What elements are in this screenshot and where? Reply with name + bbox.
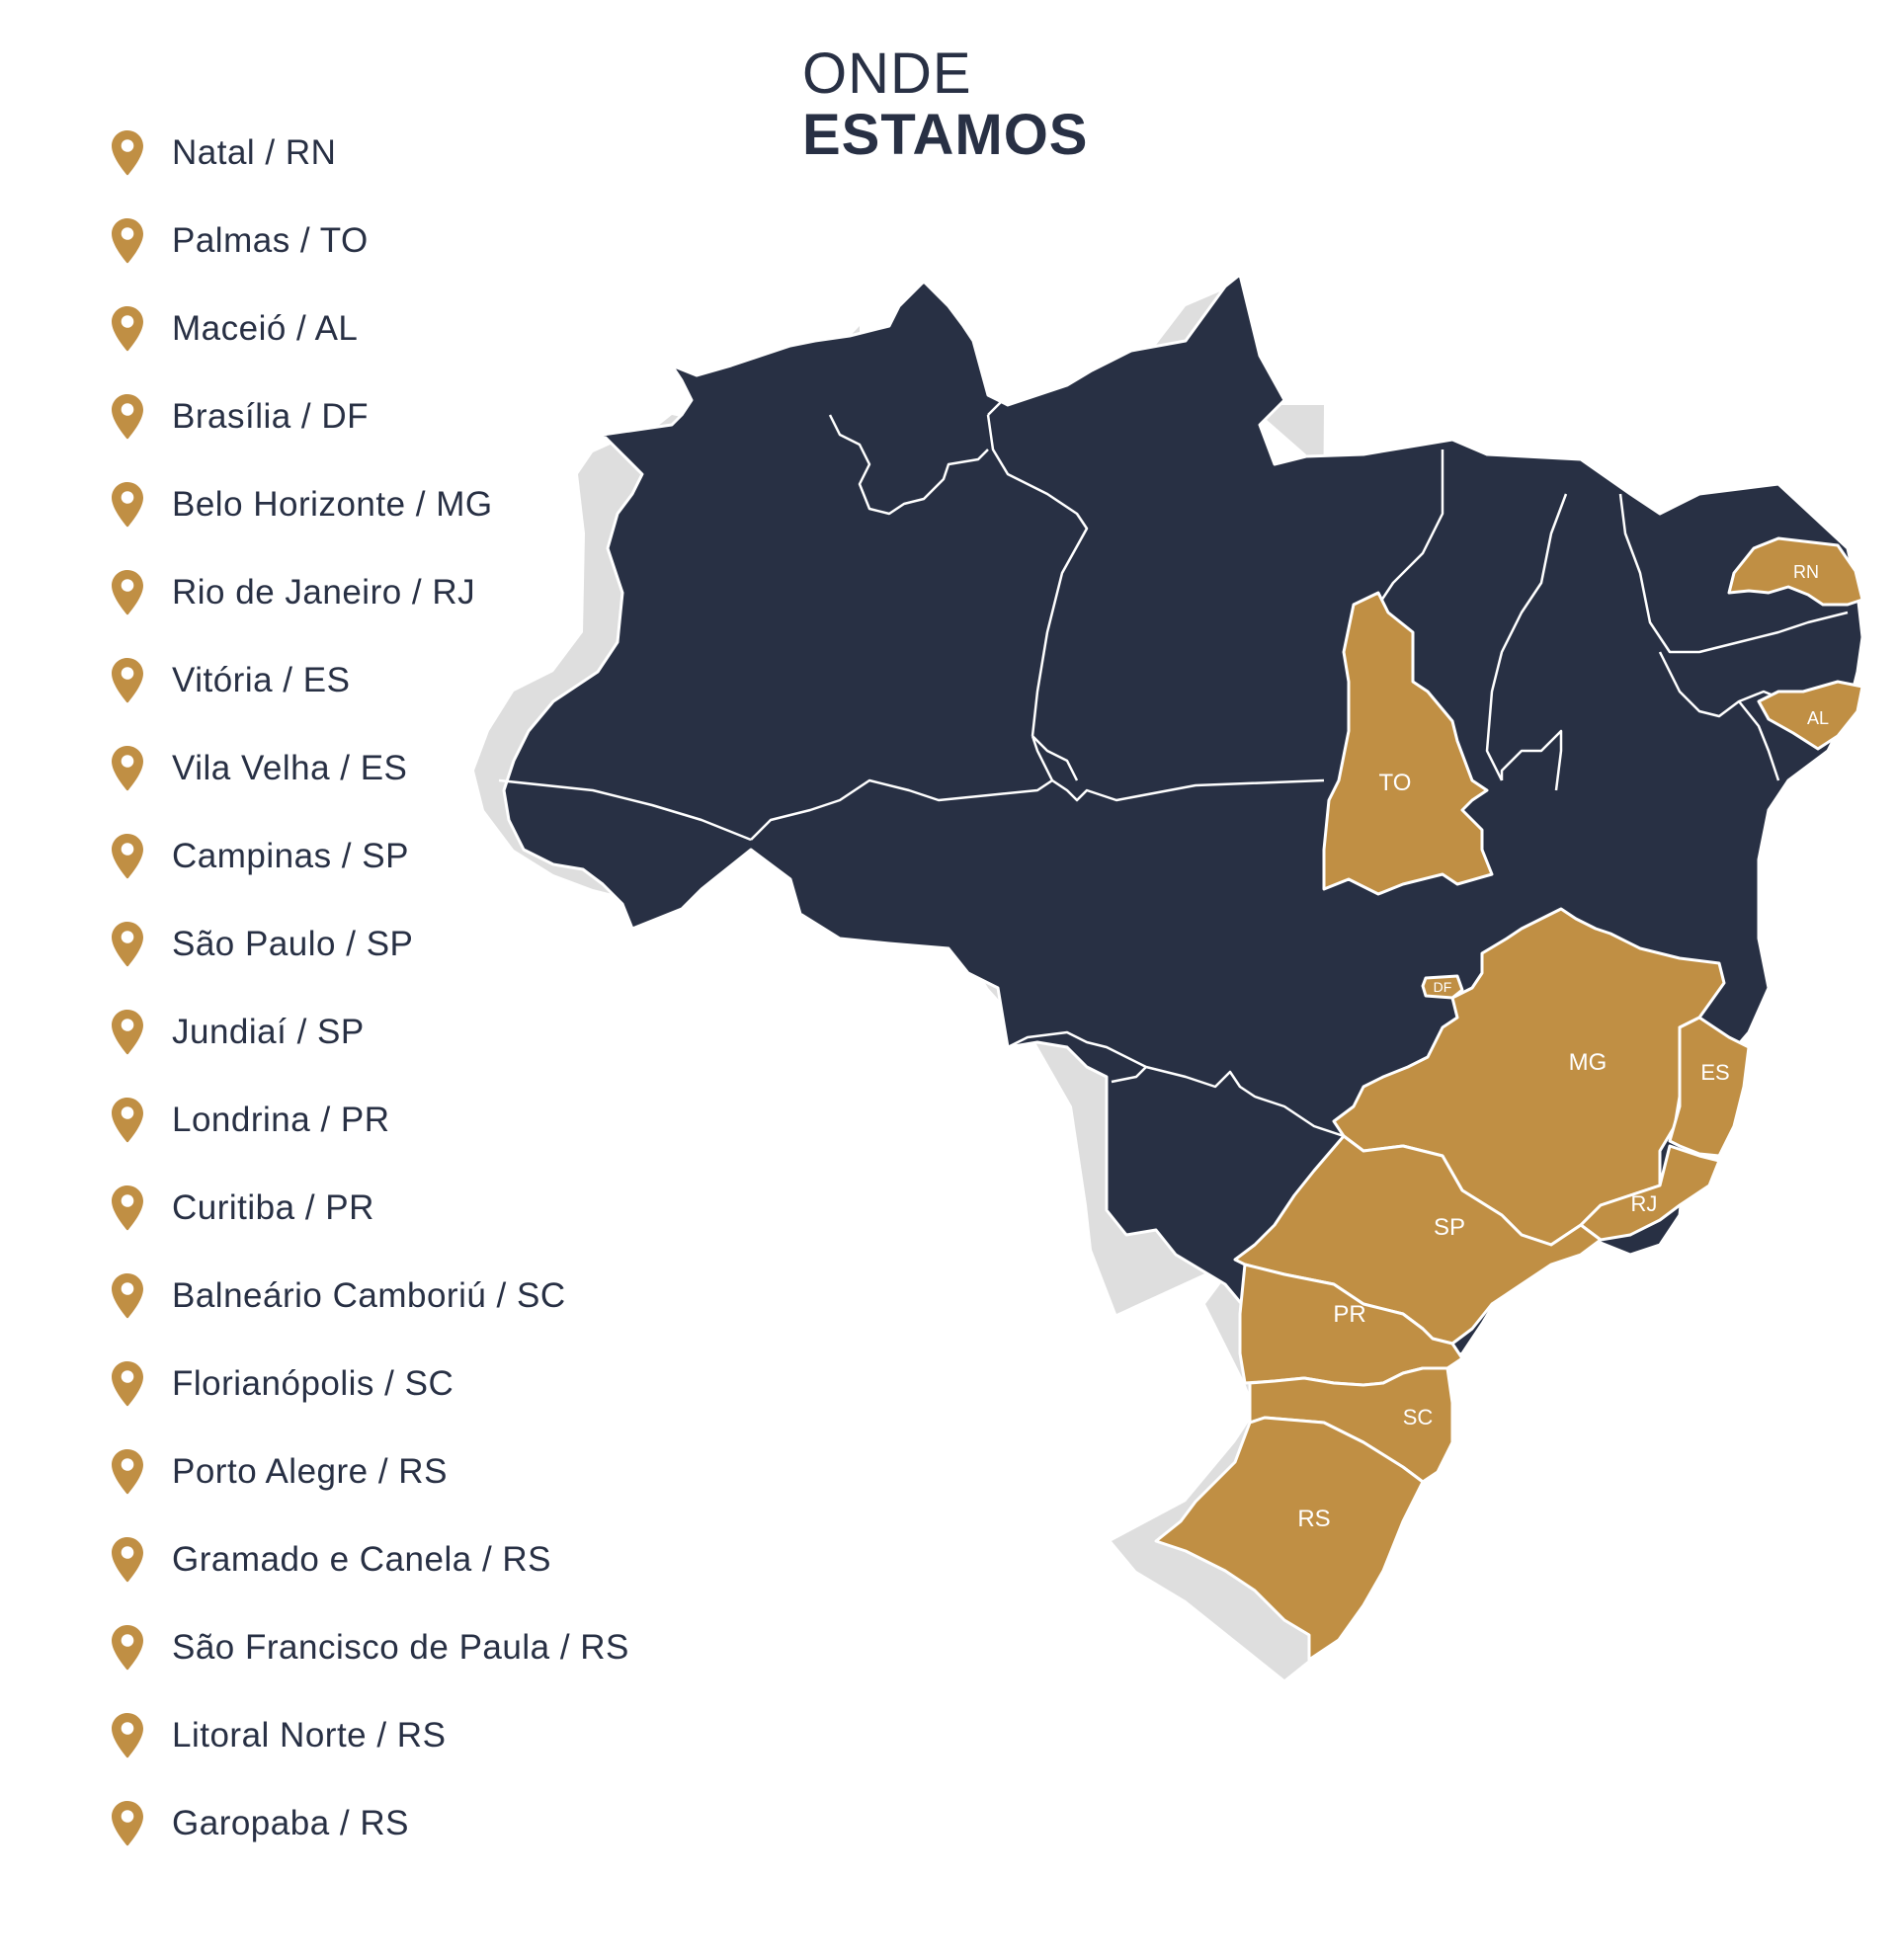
state-label-sp: SP [1434, 1214, 1465, 1241]
location-item: Campinas / SP [111, 812, 629, 900]
state-es [1668, 1016, 1751, 1158]
state-label-al: AL [1807, 708, 1829, 728]
page-title: ONDE ESTAMOS [802, 45, 1089, 164]
location-item: Maceió / AL [111, 285, 629, 372]
map-pin-icon [112, 393, 143, 439]
map-pin-icon [112, 1009, 143, 1054]
location-label: Campinas / SP [172, 836, 409, 875]
map-pin-icon [112, 1712, 143, 1757]
location-item: Curitiba / PR [111, 1164, 629, 1252]
map-pin-icon [112, 745, 143, 790]
location-label: Porto Alegre / RS [172, 1451, 448, 1491]
title-line-estamos: ESTAMOS [802, 103, 1089, 167]
location-item: Palmas / TO [111, 197, 629, 285]
location-item: Litoral Norte / RS [111, 1691, 629, 1779]
state-label-es: ES [1700, 1060, 1729, 1085]
location-item: Gramado e Canela / RS [111, 1515, 629, 1603]
map-pin-icon [112, 481, 143, 527]
state-borders [498, 373, 1849, 1138]
location-item: Vitória / ES [111, 636, 629, 724]
map-pin-icon [112, 1184, 143, 1230]
state-to [1322, 591, 1494, 896]
location-item: Rio de Janeiro / RJ [111, 548, 629, 636]
location-label: São Francisco de Paula / RS [172, 1627, 629, 1667]
location-label: Natal / RN [172, 132, 337, 172]
location-label: Maceió / AL [172, 308, 359, 348]
location-item: Balneário Camboriú / SC [111, 1252, 629, 1340]
brazil-base [502, 273, 1864, 1395]
location-label: Vila Velha / ES [172, 748, 408, 787]
state-label-pr: PR [1333, 1301, 1365, 1328]
map-pin-icon [112, 129, 143, 175]
location-item: São Francisco de Paula / RS [111, 1603, 629, 1691]
map-pin-icon [112, 1448, 143, 1494]
map-pin-icon [112, 1624, 143, 1670]
highlighted-states [1154, 536, 1864, 1662]
location-item: Florianópolis / SC [111, 1340, 629, 1428]
state-rj [1579, 1144, 1721, 1242]
state-al [1757, 680, 1864, 751]
location-item: Belo Horizonte / MG [111, 460, 629, 548]
map-pin-icon [112, 921, 143, 966]
location-item: Londrina / PR [111, 1076, 629, 1164]
state-mg [1332, 907, 1726, 1247]
title-line-onde: ONDE [802, 41, 972, 106]
location-label: Londrina / PR [172, 1100, 390, 1139]
location-label: Balneário Camboriú / SC [172, 1275, 566, 1315]
state-label-mg: MG [1569, 1049, 1608, 1076]
state-label-rn: RN [1793, 562, 1819, 582]
location-item: Garopaba / RS [111, 1779, 629, 1867]
location-label: São Paulo / SP [172, 924, 414, 963]
map-pin-icon [112, 1272, 143, 1318]
location-item: Jundiaí / SP [111, 988, 629, 1076]
location-label: Litoral Norte / RS [172, 1715, 447, 1755]
state-rs [1154, 1416, 1425, 1662]
location-label: Florianópolis / SC [172, 1363, 454, 1403]
state-rn [1727, 536, 1864, 607]
location-item: Brasília / DF [111, 372, 629, 460]
location-label: Curitiba / PR [172, 1187, 374, 1227]
state-label-rj: RJ [1631, 1191, 1658, 1216]
map-pin-icon [112, 1097, 143, 1142]
location-label: Jundiaí / SP [172, 1012, 365, 1051]
location-item: Natal / RN [111, 109, 629, 197]
map-pin-icon [112, 833, 143, 878]
map-pin-icon [112, 217, 143, 263]
location-label: Brasília / DF [172, 396, 370, 436]
map-pin-icon [112, 657, 143, 702]
location-item: São Paulo / SP [111, 900, 629, 988]
location-item: Vila Velha / ES [111, 724, 629, 812]
map-pin-icon [112, 1800, 143, 1845]
state-labels: RN AL TO DF MG ES RJ SP PR SC RS [1297, 562, 1829, 1532]
state-label-to: TO [1379, 770, 1412, 796]
location-item: Porto Alegre / RS [111, 1428, 629, 1515]
location-label: Garopaba / RS [172, 1803, 409, 1842]
map-pin-icon [112, 569, 143, 614]
map-pin-icon [112, 305, 143, 351]
map-pin-icon [112, 1360, 143, 1406]
state-label-sc: SC [1403, 1405, 1434, 1429]
location-label: Gramado e Canela / RS [172, 1539, 552, 1579]
location-list: Natal / RN Palmas / TO Maceió / AL Brasí… [111, 109, 629, 1867]
location-label: Rio de Janeiro / RJ [172, 572, 476, 612]
location-label: Palmas / TO [172, 220, 369, 260]
map-pin-icon [112, 1536, 143, 1582]
state-label-rs: RS [1297, 1506, 1330, 1532]
state-label-df: DF [1434, 979, 1452, 995]
location-label: Belo Horizonte / MG [172, 484, 493, 524]
state-sp [1233, 1134, 1603, 1346]
location-label: Vitória / ES [172, 660, 351, 699]
